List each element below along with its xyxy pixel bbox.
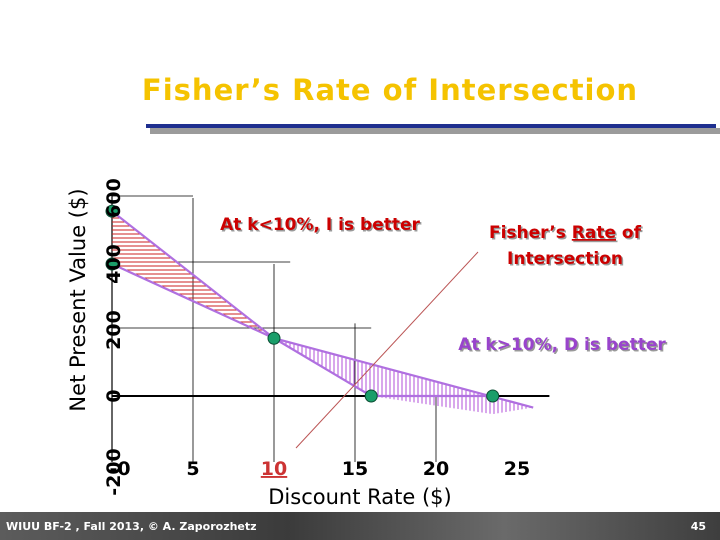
page-number: 45 [690,520,706,533]
x-axis-label: Discount Rate ($) [268,485,452,509]
annotation-left-shadow: At k<10%, I is better [222,217,422,237]
x-tick-label-25: 25 [504,458,530,480]
fisher-label-line2-shadow: Intersection [509,251,625,271]
data-markers [105,204,500,403]
area-fills [112,211,534,415]
y-axis-label: Net Present Value ($) [66,188,90,412]
series-line-2 [111,263,493,398]
annotation-left: At k<10%, I is better [220,215,420,235]
footer-bar: WIUU BF-2 , Fall 2013, © A. Zaporozhetz … [0,512,720,540]
intersection-guide [295,251,479,449]
annotation-right-shadow: At k>10%, D is better [460,337,668,357]
title-rule [146,124,716,128]
x-tick-label--0: -0 [109,458,130,480]
annotation-right: At k>10%, D is better [458,335,666,355]
y-tick-label-400: 400 [103,244,125,284]
x-tick-label-5: 5 [186,458,199,480]
y-tick-label-0: 0 [103,389,125,402]
x-tick-label-10: 10 [261,458,287,480]
fisher-label-line2: Intersection [507,249,623,269]
guide-line [295,251,479,449]
data-marker-5 [486,389,500,403]
y-tick-label--200: -200 [103,448,125,496]
tick-labels: -0 5 10 15 20 25 -200 0 200 400 600 [103,178,530,496]
footer-credit: WIUU BF-2 , Fall 2013, © A. Zaporozhetz [6,520,257,533]
title-rule-shadow [150,128,720,134]
fisher-label-shadow: Fisher’s Rate of [490,225,643,245]
data-marker-3 [267,331,281,345]
data-marker-4 [364,389,378,403]
data-marker-2 [105,257,119,271]
y-tick-label-600: 600 [103,178,125,218]
series-lines [111,210,534,409]
x-tick-label-15: 15 [342,458,368,480]
y-tick-label-200: 200 [103,310,125,350]
data-marker-1 [105,204,119,218]
slide-title: Fisher’s Rate of Intersection [141,73,639,107]
series-line-1 [111,210,534,409]
x-tick-label-20: 20 [423,458,449,480]
fisher-label: Fisher’s Rate of [489,223,642,243]
